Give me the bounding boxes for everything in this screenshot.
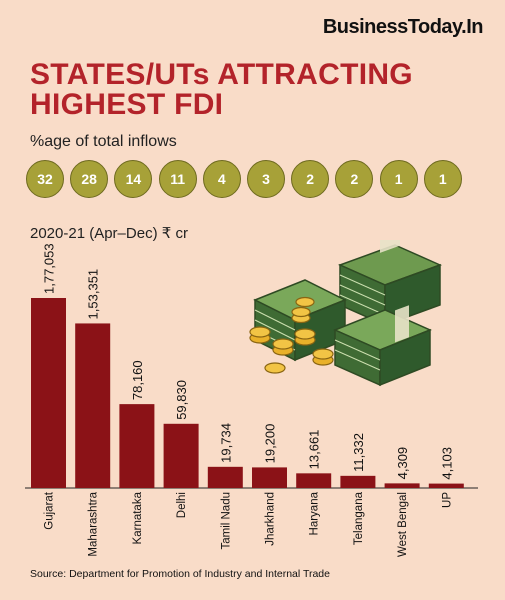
bar [252, 467, 287, 488]
value-label: 1,77,053 [42, 243, 57, 294]
value-label: 19,734 [218, 423, 233, 463]
source-note: Source: Department for Promotion of Indu… [30, 568, 330, 580]
value-label: 11,332 [351, 433, 366, 472]
bar [31, 298, 66, 488]
bar [163, 423, 199, 488]
bar [119, 404, 155, 488]
share-subtitle: %age of total inflows [30, 133, 177, 150]
value-label: 59,830 [174, 380, 189, 420]
value-label: 78,160 [130, 360, 145, 400]
share-circle: 28 [70, 160, 109, 198]
bar [296, 473, 332, 488]
bar [428, 483, 464, 488]
category-label: Tamil Nadu [220, 492, 232, 550]
share-circle: 4 [202, 160, 241, 198]
bar [75, 323, 111, 488]
value-label: 1,53,351 [86, 269, 101, 320]
share-circle: 3 [247, 160, 285, 198]
value-label: 4,309 [395, 447, 410, 480]
share-circle: 2 [291, 160, 330, 198]
bar-chart: 1,77,053 Gujarat 1,53,351 Maharashtra 78,160… [25, 243, 478, 557]
bar [384, 483, 420, 488]
share-circle: 14 [114, 160, 153, 198]
unit-label: 2020-21 (Apr–Dec) ₹ cr [30, 225, 188, 242]
category-label: Jharkhand [265, 492, 277, 546]
bar [207, 466, 243, 488]
value-label: 4,103 [439, 447, 454, 480]
category-label: Maharashtra [88, 491, 100, 556]
share-circle: 32 [26, 160, 64, 198]
category-label: West Bengal [397, 492, 409, 557]
share-circle: 1 [423, 160, 462, 198]
category-label: UP [441, 492, 453, 508]
category-label: Delhi [176, 492, 188, 518]
share-circle: 2 [335, 160, 374, 198]
value-label: 13,661 [307, 430, 322, 470]
bar [340, 475, 376, 488]
chart-title: STATES/UTs ATTRACTING HIGHEST FDI [30, 58, 413, 121]
category-label: Gujarat [44, 491, 56, 530]
money-stacks-and-coins-icon [249, 240, 443, 387]
category-label: Haryana [309, 491, 321, 535]
category-label: Telangana [353, 491, 365, 545]
brand-logo: BusinessToday.In [322, 16, 484, 38]
value-label: 19,200 [263, 424, 278, 464]
share-circle: 1 [379, 160, 418, 198]
share-circles: 32 28 14 11 4 3 2 2 1 1 [26, 160, 476, 200]
share-circle: 11 [158, 160, 197, 198]
category-label: Karnataka [132, 491, 144, 544]
